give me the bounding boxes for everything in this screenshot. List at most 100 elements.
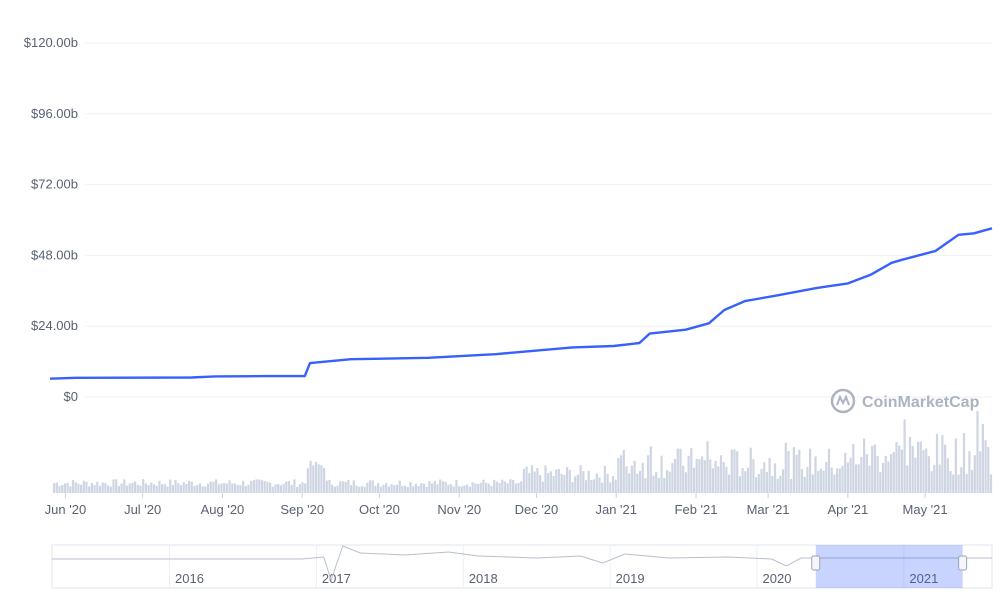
y-tick-label: $24.00b [31,318,78,333]
volume-bar [355,485,358,493]
volume-bar [811,474,814,493]
navigator-left-handle[interactable] [811,555,821,571]
volume-bars [53,411,993,493]
x-tick-label: Dec '20 [515,502,559,517]
volume-bar [341,481,345,493]
volume-bar [765,472,768,493]
volume-bar [644,478,647,493]
volume-bar [350,485,353,493]
volume-bar [252,480,255,493]
volume-bar [171,485,174,493]
volume-bar [182,482,185,493]
volume-bar [514,483,517,493]
volume-bar [827,448,831,493]
volume-bar [58,486,61,493]
volume-bar [301,482,304,493]
volume-bar [892,451,895,493]
volume-bar [239,485,242,493]
volume-bar [150,482,153,493]
volume-bar [881,463,885,493]
volume-bar [647,455,650,493]
volume-bar [274,484,277,493]
volume-bar [846,462,849,493]
volume-bar [981,423,984,493]
volume-bar [282,483,285,493]
volume-bar [55,482,58,493]
volume-bar [314,462,318,493]
volume-bar [725,466,728,493]
volume-bar [223,483,226,493]
volume-bar [973,455,976,493]
coinmarketcap-logo-icon [830,388,856,414]
volume-bar [857,464,860,493]
volume-bar [576,474,579,493]
watermark-text: CoinMarketCap [862,394,980,411]
volume-bar [498,483,501,493]
volume-bar [687,455,690,493]
volume-bar [93,485,96,493]
volume-bar [962,433,966,493]
volume-bar [506,483,509,493]
volume-bar [628,473,631,493]
volume-bar [204,486,207,493]
time-navigator[interactable]: 2016 2017 2018 2019 2020 2021 [51,544,993,589]
watermark: CoinMarketCap [830,388,980,414]
volume-bar [236,484,239,493]
volume-bar [960,467,963,493]
volume-bar [290,484,293,493]
volume-bar [325,480,328,493]
volume-bar [53,483,56,493]
volume-bar [544,465,547,493]
x-tick-label: Apr '21 [827,502,868,517]
volume-bar [317,464,320,493]
volume-bar [414,483,417,493]
volume-bar [571,482,574,493]
volume-bar [976,411,979,493]
volume-bar [242,481,245,493]
volume-bar [225,483,228,493]
volume-bar [852,443,855,493]
volume-bar [166,486,169,493]
navigator-tick-label: 2018 [469,571,498,586]
volume-bar [595,473,598,493]
volume-bar [533,471,536,493]
volume-bar [930,471,933,493]
volume-bar [209,481,212,493]
volume-bar [679,448,682,493]
volume-bar [233,483,237,493]
volume-bar [566,467,569,493]
volume-bar [617,457,620,493]
volume-bar [968,451,971,493]
volume-bar [917,441,920,493]
x-tick-label: Jul '20 [124,502,161,517]
volume-bar [142,479,145,493]
volume-bar [277,484,280,493]
volume-bar [757,473,760,493]
x-tick-label: Oct '20 [359,502,400,517]
volume-bar [849,457,852,493]
volume-bar [773,463,777,493]
volume-bar [158,480,161,493]
volume-bar [390,484,393,493]
volume-bar [957,474,960,493]
volume-bar [668,471,671,493]
volume-bar [574,476,577,493]
volume-bar [466,484,469,493]
volume-bar [77,483,80,493]
volume-bar [266,481,269,493]
volume-bar [746,467,750,493]
volume-bar [817,471,820,493]
volume-bar [441,481,444,493]
volume-bar [125,485,129,493]
volume-bar [528,473,531,493]
volume-bar [115,479,118,493]
volume-bar [406,486,409,493]
navigator-selection[interactable] [815,545,963,588]
x-tick-label: Nov '20 [437,502,481,517]
volume-bar [935,433,939,493]
volume-bar [641,462,644,493]
volume-bar [298,484,301,493]
navigator-right-handle[interactable] [958,555,968,571]
volume-bar [228,480,231,493]
